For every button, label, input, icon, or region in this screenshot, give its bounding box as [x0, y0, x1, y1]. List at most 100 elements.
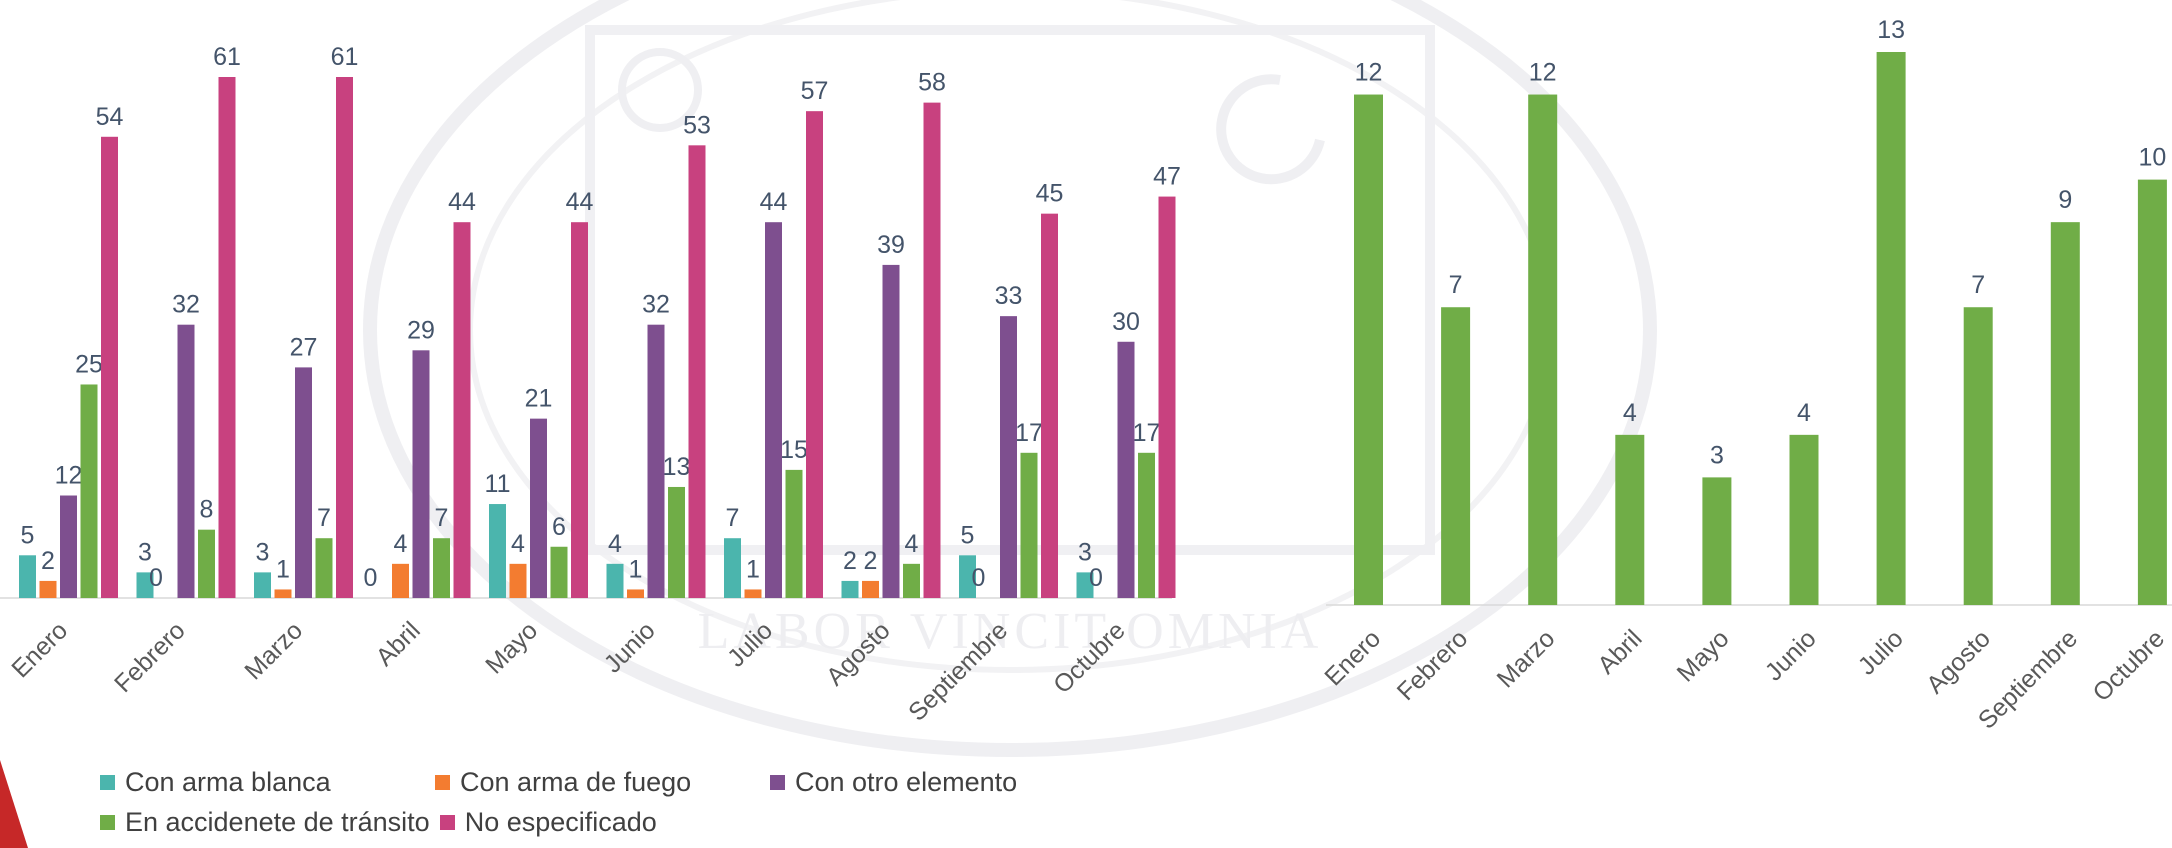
- data-label-con-otro-elemento-enero: 12: [55, 462, 83, 490]
- data-label-con-arma-blanca-octubre: 3: [1078, 538, 1092, 566]
- bar-no-especificado-junio: [688, 145, 706, 598]
- bar-con-otro-elemento-febrero: [177, 324, 195, 598]
- data-label-no-especificado-septiembre: 45: [1036, 180, 1064, 208]
- legend-item-otro-elemento: Con otro elemento: [770, 767, 1017, 798]
- x-tick-label-febrero: Febrero: [109, 616, 191, 698]
- x-tick-label-octubre: Octubre: [2087, 624, 2170, 707]
- bar-no-especificado-febrero: [218, 77, 236, 598]
- data-label-en-accidenete-de-transito-julio: 15: [780, 436, 808, 464]
- data-label-con-arma-blanca-febrero: 3: [138, 538, 152, 566]
- x-tick-label-julio: Julio: [1853, 624, 1909, 680]
- data-label-con-otro-elemento-agosto: 39: [877, 231, 905, 259]
- data-label-con-arma-blanca-marzo: 3: [256, 538, 270, 566]
- data-label-con-otro-elemento-junio: 32: [642, 291, 670, 319]
- data-label-con-arma-de-fuego-marzo: 1: [276, 555, 290, 583]
- chart-accidents-monthly: 12Enero7Febrero12Marzo4Abril3Mayo4Junio1…: [1319, 16, 2172, 735]
- data-label-no-especificado-marzo: 61: [331, 43, 359, 71]
- legend-row: En accidenete de tránsito No especificad…: [100, 802, 1100, 842]
- bar-value-enero: [1354, 94, 1383, 606]
- data-label-con-arma-de-fuego-mayo: 4: [511, 530, 525, 558]
- legend-label-no-especificado: No especificado: [464, 806, 657, 837]
- bar-value-julio: [1876, 52, 1906, 605]
- legend-label-accidente: En accidenete de tránsito: [125, 806, 430, 837]
- data-label-value-marzo: 12: [1529, 59, 1557, 87]
- data-label-value-septiembre: 9: [2058, 186, 2072, 214]
- data-label-en-accidenete-de-transito-junio: 13: [663, 453, 691, 481]
- data-label-con-otro-elemento-mayo: 21: [525, 385, 553, 413]
- legend-swatch-arma-fuego: [435, 774, 450, 790]
- x-tick-label-marzo: Marzo: [1492, 624, 1561, 693]
- bar-con-otro-elemento-mayo: [530, 418, 547, 598]
- bar-con-arma-blanca-julio: [724, 538, 741, 598]
- bar-con-otro-elemento-octubre: [1117, 341, 1135, 598]
- data-label-no-especificado-febrero: 61: [213, 43, 241, 71]
- bar-en-accidenete-de-transito-septiembre: [1020, 452, 1038, 598]
- bar-con-arma-blanca-junio: [606, 563, 624, 598]
- bar-value-septiembre: [2050, 222, 2080, 605]
- x-tick-label-junio: Junio: [1760, 624, 1822, 686]
- bar-value-abril: [1615, 434, 1645, 605]
- data-label-con-otro-elemento-abril: 29: [407, 316, 435, 344]
- data-label-con-otro-elemento-septiembre: 33: [995, 282, 1023, 310]
- data-label-en-accidenete-de-transito-mayo: 6: [552, 513, 566, 541]
- data-label-value-enero: 12: [1355, 59, 1383, 87]
- x-tick-label-abril: Abril: [371, 616, 426, 671]
- data-label-no-especificado-enero: 54: [96, 103, 124, 131]
- legend-swatch-accidente: [100, 814, 115, 830]
- data-label-con-arma-de-fuego-enero: 2: [41, 547, 55, 575]
- data-label-value-mayo: 3: [1710, 441, 1724, 469]
- chart1-legend: Con arma blanca Con arma de fuego Con ot…: [100, 762, 1100, 842]
- bar-en-accidenete-de-transito-enero: [80, 384, 98, 598]
- data-label-con-arma-de-fuego-febrero: 0: [149, 564, 163, 592]
- data-label-con-arma-blanca-mayo: 11: [485, 470, 511, 498]
- legend-label-otro-elemento: Con otro elemento: [795, 766, 1018, 797]
- bar-no-especificado-marzo: [336, 77, 353, 598]
- x-tick-label-mayo: Mayo: [480, 616, 543, 679]
- x-tick-label-marzo: Marzo: [239, 616, 308, 685]
- bar-con-arma-de-fuego-agosto: [862, 580, 879, 598]
- legend-item-no-especificado: No especificado: [439, 806, 657, 838]
- bar-en-accidenete-de-transito-agosto: [903, 563, 920, 598]
- legend-label-arma-fuego: Con arma de fuego: [460, 766, 692, 797]
- bar-value-mayo: [1702, 477, 1732, 605]
- data-label-no-especificado-agosto: 58: [918, 69, 946, 97]
- data-label-value-febrero: 7: [1449, 271, 1463, 299]
- bar-con-arma-blanca-septiembre: [959, 555, 976, 598]
- legend-item-accidente: En accidenete de tránsito: [100, 807, 430, 838]
- watermark-motto: LABOR VINCIT OMNIA: [698, 603, 1323, 660]
- bar-con-arma-blanca-mayo: [489, 504, 506, 598]
- bar-value-febrero: [1441, 307, 1471, 605]
- legend-swatch-no-especificado: [439, 814, 455, 830]
- bar-con-otro-elemento-marzo: [295, 367, 312, 598]
- decorative-red-corner: [0, 760, 28, 848]
- data-label-con-arma-blanca-junio: 4: [608, 530, 622, 558]
- bar-value-octubre: [2137, 179, 2167, 605]
- x-tick-label-enero: Enero: [6, 616, 73, 683]
- data-label-value-octubre: 10: [2138, 144, 2166, 172]
- data-label-con-arma-blanca-septiembre: 5: [961, 521, 975, 549]
- bar-en-accidenete-de-transito-marzo: [315, 538, 333, 598]
- legend-item-arma-blanca: Con arma blanca: [100, 767, 435, 798]
- data-label-value-agosto: 7: [1971, 271, 1985, 299]
- bar-en-accidenete-de-transito-abril: [433, 538, 450, 598]
- data-label-en-accidenete-de-transito-enero: 25: [75, 350, 103, 378]
- bar-value-agosto: [1963, 307, 1993, 605]
- data-label-con-otro-elemento-julio: 44: [760, 188, 788, 216]
- data-label-con-arma-de-fuego-julio: 1: [746, 555, 760, 583]
- bar-con-arma-de-fuego-marzo: [274, 589, 292, 598]
- bar-value-marzo: [1528, 94, 1558, 606]
- bar-value-junio: [1789, 434, 1819, 605]
- bar-en-accidenete-de-transito-octubre: [1138, 452, 1155, 598]
- data-label-con-arma-de-fuego-agosto: 2: [864, 547, 878, 575]
- data-label-en-accidenete-de-transito-febrero: 8: [200, 496, 214, 524]
- data-label-con-arma-blanca-enero: 5: [21, 521, 35, 549]
- bar-con-arma-de-fuego-enero: [39, 580, 57, 598]
- legend-item-arma-fuego: Con arma de fuego: [435, 767, 770, 798]
- bar-no-especificado-abril: [453, 222, 471, 598]
- data-label-value-julio: 13: [1877, 16, 1905, 44]
- bar-con-otro-elemento-agosto: [882, 264, 900, 598]
- bar-con-otro-elemento-junio: [647, 324, 665, 598]
- data-label-con-arma-blanca-julio: 7: [726, 504, 740, 532]
- data-label-con-arma-de-fuego-septiembre: 0: [972, 564, 986, 592]
